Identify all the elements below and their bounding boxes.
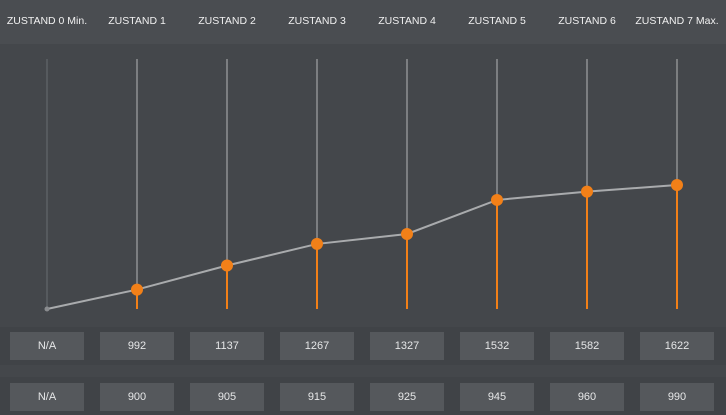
value-cell-row2-state-0[interactable]: N/A xyxy=(10,383,84,411)
state-label-2: ZUSTAND 2 xyxy=(198,15,256,27)
value-cell-row1-state-5[interactable]: 1532 xyxy=(460,332,534,360)
curve-point-0 xyxy=(44,306,50,312)
value-cell-row1-state-3[interactable]: 1267 xyxy=(280,332,354,360)
value-cell-row1-state-6[interactable]: 1582 xyxy=(550,332,624,360)
curve-point-7[interactable] xyxy=(671,179,683,191)
value-cell-row1-state-0[interactable]: N/A xyxy=(10,332,84,360)
value-cell-row1-state-7[interactable]: 1622 xyxy=(640,332,714,360)
curve-point-6[interactable] xyxy=(581,185,593,198)
value-cell-row1-state-2[interactable]: 1137 xyxy=(190,332,264,360)
state-label-1: ZUSTAND 1 xyxy=(108,15,166,27)
state-label-3: ZUSTAND 3 xyxy=(288,15,346,27)
state-label-0: ZUSTAND 0 Min. xyxy=(6,15,88,27)
state-label-5: ZUSTAND 5 xyxy=(468,15,526,27)
curve-point-4[interactable] xyxy=(401,227,413,240)
value-cell-row2-state-5[interactable]: 945 xyxy=(460,383,534,411)
state-label-7: ZUSTAND 7 Max. xyxy=(635,15,719,27)
value-cell-row2-state-6[interactable]: 960 xyxy=(550,383,624,411)
curve-point-5[interactable] xyxy=(491,193,503,206)
curve-editor[interactable] xyxy=(0,44,726,324)
value-cell-row1-state-1[interactable]: 992 xyxy=(100,332,174,360)
state-label-6: ZUSTAND 6 xyxy=(558,15,616,27)
curve-point-1[interactable] xyxy=(131,283,143,296)
value-cell-row2-state-4[interactable]: 925 xyxy=(370,383,444,411)
value-cell-row1-state-4[interactable]: 1327 xyxy=(370,332,444,360)
state-header xyxy=(0,0,726,44)
value-cell-row2-state-3[interactable]: 915 xyxy=(280,383,354,411)
curve-point-2[interactable] xyxy=(221,259,233,272)
value-cell-row2-state-7[interactable]: 990 xyxy=(640,383,714,411)
value-cell-row2-state-1[interactable]: 900 xyxy=(100,383,174,411)
curve-plot[interactable] xyxy=(0,44,726,324)
curve-line xyxy=(46,184,678,310)
value-cell-row2-state-2[interactable]: 905 xyxy=(190,383,264,411)
curve-point-3[interactable] xyxy=(311,237,323,250)
state-label-4: ZUSTAND 4 xyxy=(378,15,436,27)
